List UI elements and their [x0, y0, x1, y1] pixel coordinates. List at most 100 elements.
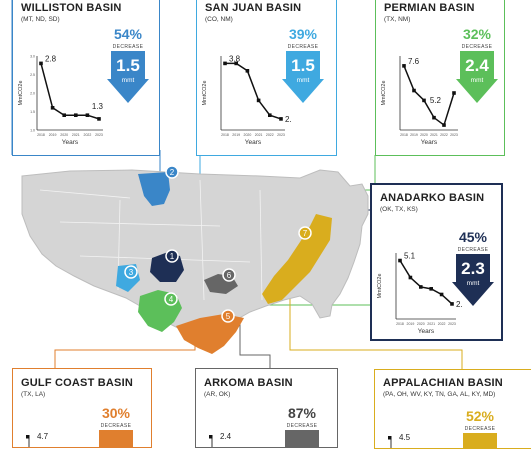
- data-point: [39, 61, 43, 66]
- data-point: [429, 287, 433, 291]
- data-point: [388, 436, 392, 440]
- data-point: [412, 88, 416, 93]
- data-label-last: 5.2: [430, 96, 442, 105]
- y-tick-label: 2.0: [30, 92, 35, 96]
- x-tick-label: 2020: [417, 322, 425, 326]
- y-tick-label: 1.0: [30, 129, 35, 133]
- amount-unit: mmt: [121, 77, 135, 84]
- data-point: [74, 113, 78, 117]
- decrease-label: DECREASE: [457, 247, 489, 253]
- amount-unit: mmt: [466, 280, 480, 287]
- map-marker-6-label: 6: [227, 271, 232, 280]
- percent-decrease: 32%: [462, 26, 492, 42]
- data-label-first: 4.7: [37, 432, 49, 441]
- data-point: [268, 113, 272, 117]
- y-tick-label: 2.5: [30, 73, 35, 77]
- x-axis-label: Years: [245, 139, 262, 146]
- data-point: [442, 123, 446, 127]
- decrease-label: DECREASE: [464, 426, 496, 432]
- map-marker-3: [124, 265, 138, 279]
- decrease-label: DECREASE: [287, 44, 319, 50]
- percent-decrease: 87%: [287, 405, 317, 421]
- amount-value: 1.5: [116, 56, 140, 75]
- anadarko-card: ANADARKO BASIN (OK, TX, KS) 45% DECREASE…: [370, 183, 503, 341]
- data-point: [432, 115, 436, 120]
- basin-states: (MT, ND, SD): [21, 16, 60, 23]
- williston-region: [138, 172, 170, 206]
- map-marker-4-label: 4: [169, 295, 174, 304]
- data-label-first: 2.8: [45, 54, 57, 63]
- permian-card: PERMIAN BASIN (TX, NM) 32% DECREASE 2.4 …: [375, 0, 505, 156]
- san-juan-line-chart: 2018 2019 2020 2021 2022 2023 Years MmtCO2e 3.8 2…: [202, 54, 291, 146]
- data-label-first: 7.6: [408, 57, 420, 66]
- map-marker-1-label: 1: [170, 252, 175, 261]
- x-tick-label: 2023: [95, 133, 103, 137]
- basin-name: WILLISTON BASIN: [21, 2, 122, 14]
- data-label-last: 1.3: [92, 102, 104, 111]
- percent-decrease: 45%: [458, 229, 488, 245]
- x-tick-label: 2018: [400, 133, 408, 137]
- down-arrow-icon: [452, 254, 494, 306]
- map-marker-4: [164, 292, 178, 306]
- series-line: [399, 260, 453, 305]
- data-point: [279, 117, 283, 121]
- x-axis-label: Years: [418, 328, 435, 335]
- appalachian-line-chart: 4.5: [388, 433, 411, 448]
- down-arrow-icon: [463, 433, 497, 448]
- x-tick-label: 2022: [84, 133, 92, 137]
- gulf-coast-region: [176, 314, 244, 354]
- x-tick-label: 2022: [440, 133, 448, 137]
- decrease-label: DECREASE: [100, 423, 132, 429]
- anadarko-line-chart: 2018 2019 2020 2021 2022 2023 Years MmtCO2e 5.1 2…: [377, 252, 462, 335]
- decrease-label: DECREASE: [112, 44, 144, 50]
- decrease-label: DECREASE: [461, 44, 493, 50]
- williston-card: WILLISTON BASIN (MT, ND, SD) 54% DECREAS…: [12, 0, 160, 156]
- x-tick-label: 2020: [420, 133, 428, 137]
- x-tick-label: 2021: [427, 322, 435, 326]
- amount-value: 2.3: [461, 259, 485, 278]
- x-tick-label: 2020: [244, 133, 252, 137]
- map-marker-3-label: 3: [129, 268, 134, 277]
- y-axis-label: MmtCO2e: [202, 80, 208, 105]
- map-marker-7-label: 7: [303, 229, 308, 238]
- down-arrow-icon: [107, 51, 149, 103]
- x-tick-label: 2021: [72, 133, 80, 137]
- appalachian-region: [262, 214, 332, 304]
- data-point: [439, 292, 444, 297]
- data-point: [256, 98, 261, 103]
- map-marker-2-label: 2: [170, 168, 175, 177]
- data-point: [234, 61, 238, 66]
- x-tick-label: 2019: [407, 322, 415, 326]
- basin-states: (TX, LA): [21, 391, 46, 398]
- percent-decrease: 30%: [101, 405, 131, 421]
- gulf-coast-line-chart: 4.7: [26, 432, 49, 447]
- basin-name: ARKOMA BASIN: [204, 377, 293, 389]
- data-point: [26, 435, 30, 439]
- data-point: [97, 117, 101, 121]
- y-axis-label: MmtCO2e: [377, 273, 383, 298]
- data-label-first: 2.4: [220, 432, 232, 441]
- amount-value: 2.4: [465, 56, 489, 75]
- series-line: [403, 65, 455, 127]
- series-line: [225, 62, 282, 120]
- amount-value: 1.5: [291, 56, 315, 75]
- basin-name: ANADARKO BASIN: [380, 192, 485, 204]
- percent-decrease: 54%: [113, 26, 143, 42]
- data-point: [419, 285, 423, 289]
- basin-states: (PA, OH, WV, KY, TN, GA, AL, KY, MD): [383, 391, 496, 398]
- y-axis-label: MmtCO2e: [381, 80, 387, 105]
- data-point: [450, 302, 454, 306]
- arkoma-card: ARKOMA BASIN (AR, OK) 87% DECREASE 2.4: [195, 368, 338, 448]
- basin-states: (TX, NM): [384, 16, 411, 23]
- data-label-first: 5.1: [404, 252, 416, 261]
- basin-name: SAN JUAN BASIN: [205, 2, 302, 14]
- map-marker-7: [298, 226, 312, 240]
- down-arrow-icon: [456, 51, 498, 103]
- down-arrow-icon: [99, 430, 133, 447]
- arkoma-line-chart: 2.4: [209, 432, 232, 447]
- basin-states: (OK, TX, KS): [380, 206, 418, 213]
- x-tick-label: 2023: [277, 133, 285, 137]
- x-tick-label: 2021: [430, 133, 438, 137]
- basin-name: APPALACHIAN BASIN: [383, 377, 503, 389]
- x-tick-label: 2023: [448, 322, 456, 326]
